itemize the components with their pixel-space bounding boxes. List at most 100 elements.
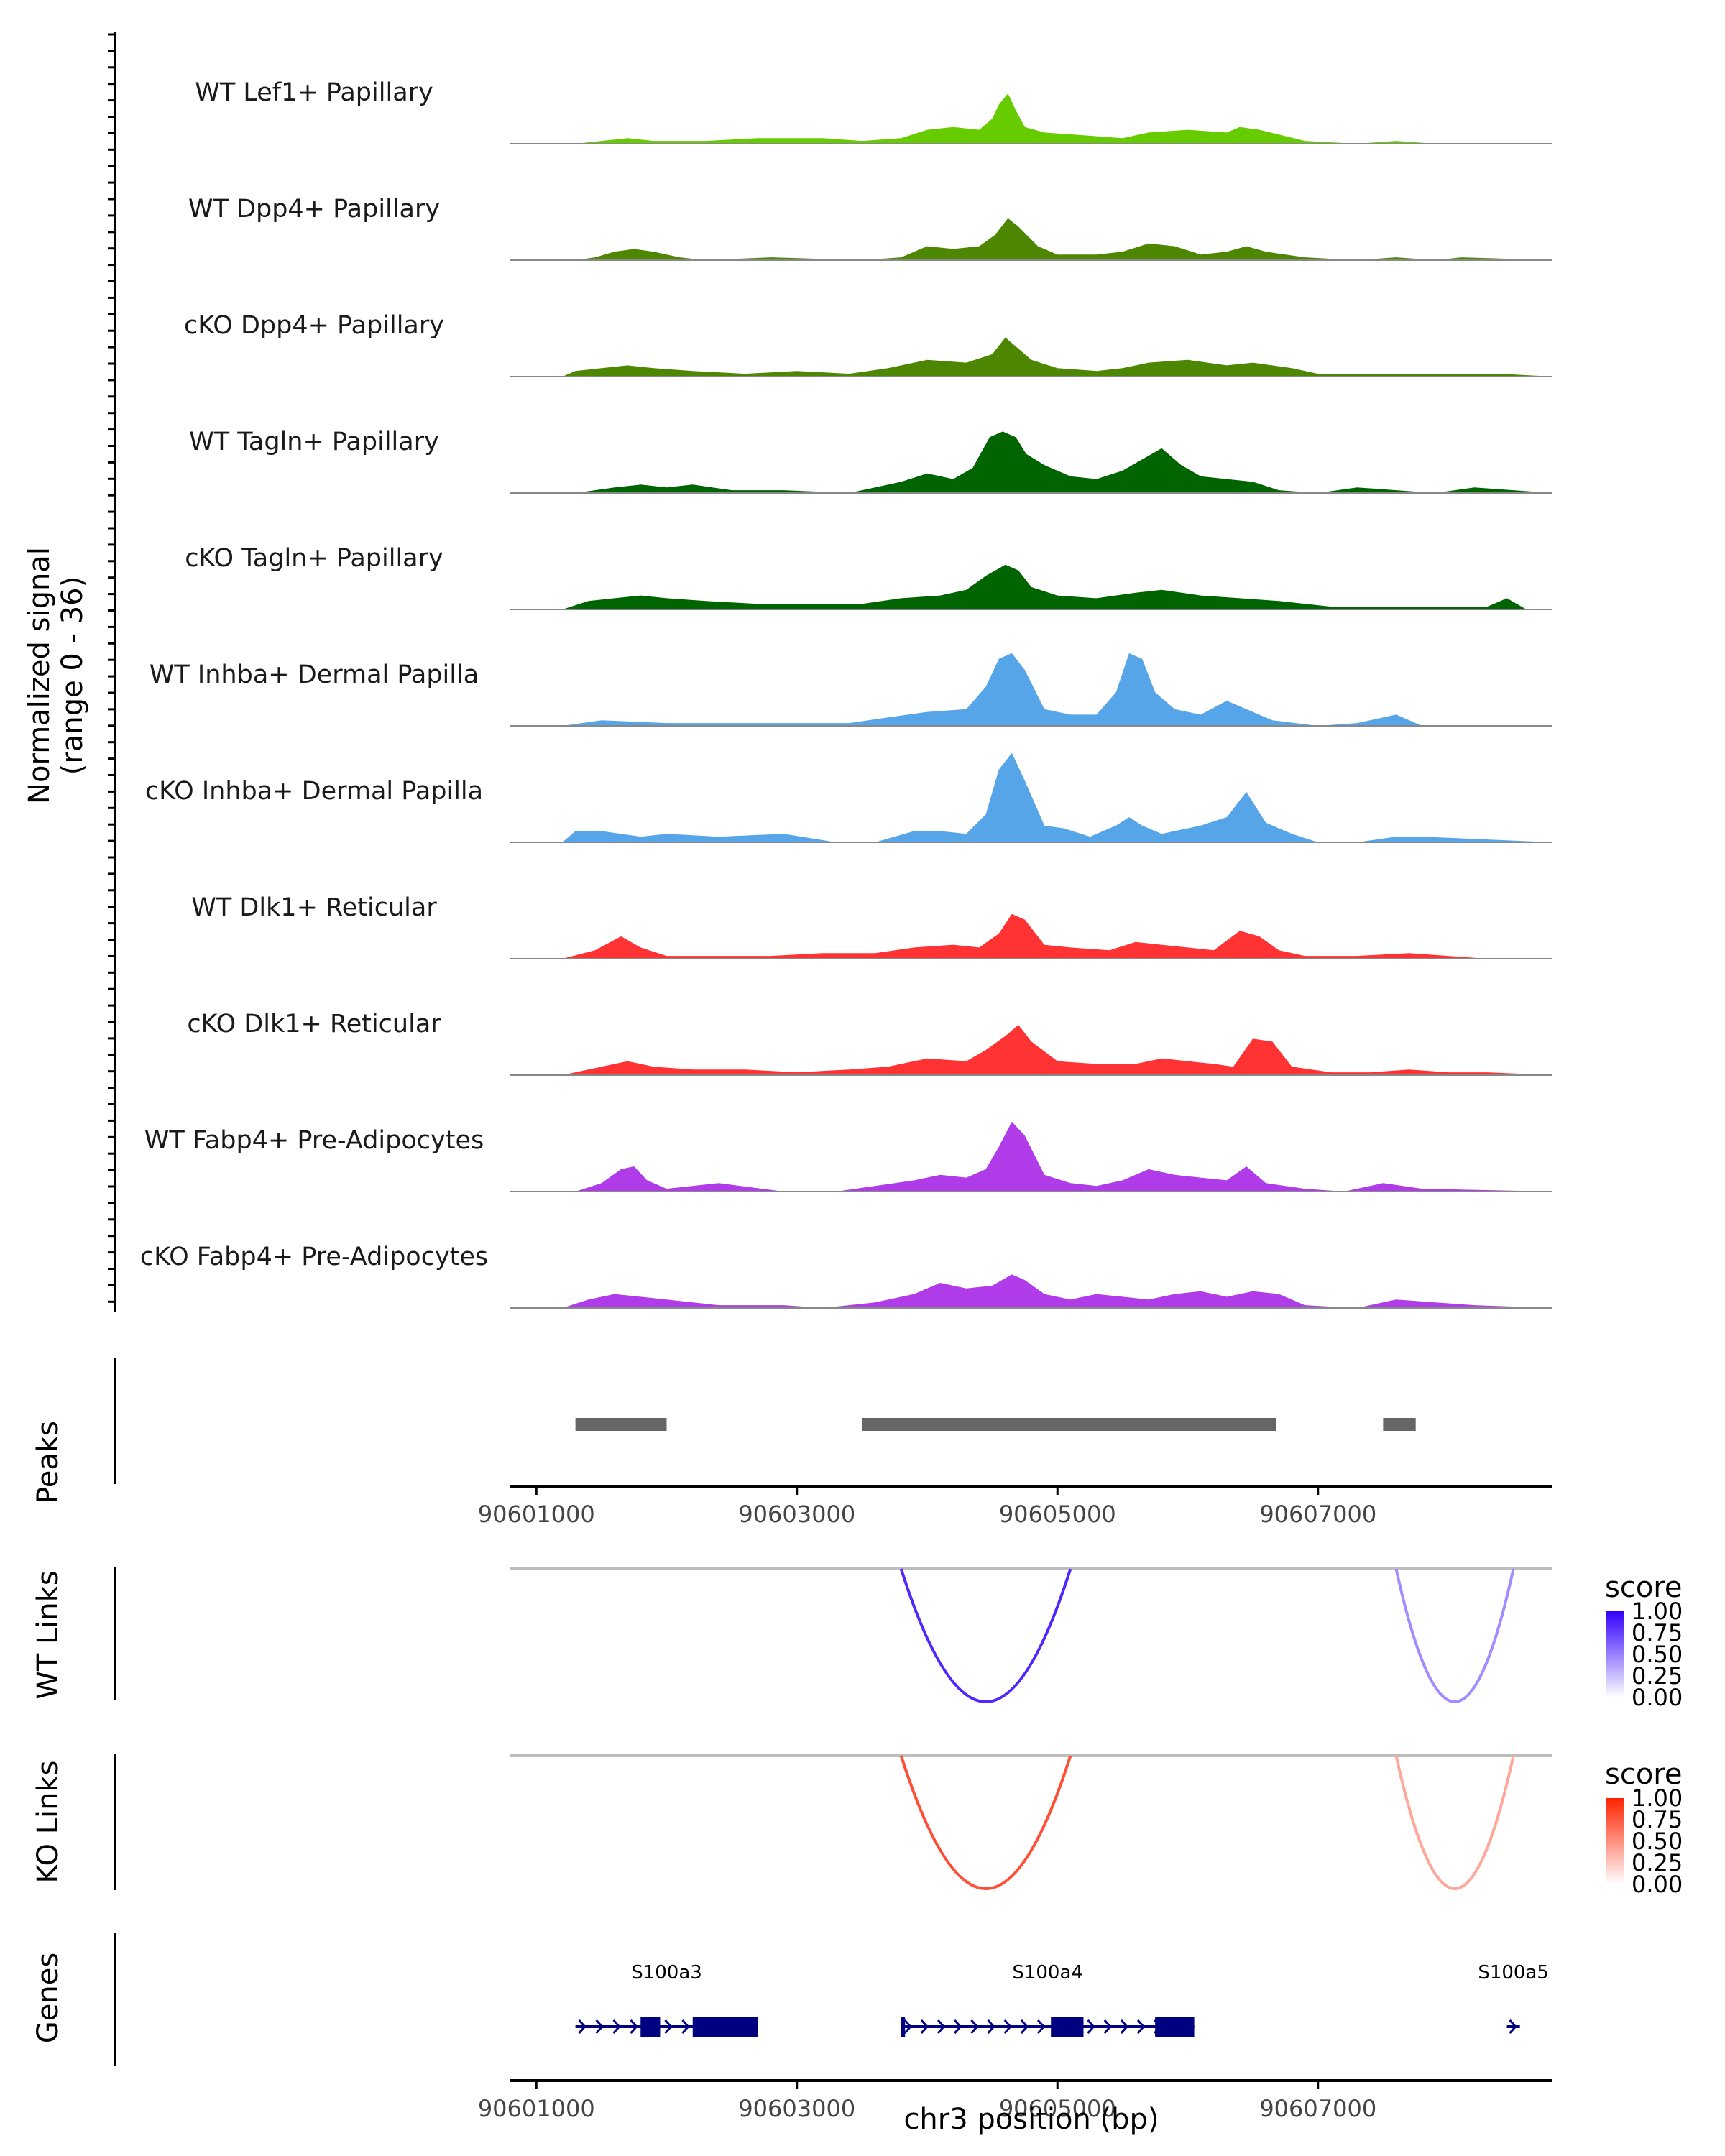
strand-chevron bbox=[920, 2019, 929, 2034]
coverage-track: cKO Fabp4+ Pre-Adipocytes bbox=[140, 1243, 1552, 1309]
coverage-area bbox=[510, 337, 1552, 377]
strand-chevron bbox=[612, 2019, 621, 2034]
legend-colorbar bbox=[1606, 1798, 1624, 1884]
legend-tick-label: 0.25 bbox=[1632, 1849, 1683, 1876]
x-tick-label: 90607000 bbox=[1259, 2095, 1376, 2122]
track-label: WT Dpp4+ Papillary bbox=[188, 195, 440, 224]
coverage-area bbox=[510, 1121, 1552, 1192]
x-tick-label: 90603000 bbox=[738, 2095, 855, 2122]
track-label: cKO Dlk1+ Reticular bbox=[187, 1010, 441, 1038]
coverage-area bbox=[510, 93, 1552, 144]
genes-label: Genes bbox=[32, 1953, 65, 2043]
strand-chevron bbox=[1136, 2019, 1146, 2034]
coverage-area bbox=[510, 564, 1552, 609]
gene-name: S100a4 bbox=[1012, 1962, 1083, 1984]
legend-tick-label: 0.00 bbox=[1632, 1684, 1683, 1711]
legend-tick-label: 0.75 bbox=[1632, 1806, 1683, 1833]
strand-chevron bbox=[1036, 2019, 1046, 2034]
x-tick-label: 90603000 bbox=[738, 1501, 855, 1528]
peak-bar bbox=[575, 1418, 667, 1431]
legend-tick-label: 0.50 bbox=[1632, 1828, 1683, 1855]
strand-chevron bbox=[578, 2019, 586, 2034]
x-axis-label: chr3 position (bp) bbox=[903, 2103, 1159, 2136]
genes-track: S100a3 S100a4 S100a5 bbox=[114, 1933, 1549, 2066]
link-arc bbox=[1394, 1755, 1515, 1890]
track-label: WT Lef1+ Papillary bbox=[195, 78, 433, 107]
strand-chevron bbox=[1103, 2019, 1112, 2034]
x-axis-middle: 90601000 90603000 90605000 90607000 bbox=[478, 1485, 1552, 1528]
legend-colorbar bbox=[1606, 1611, 1624, 1697]
track-label: WT Fabp4+ Pre-Adipocytes bbox=[144, 1126, 484, 1155]
gene-name: S100a3 bbox=[631, 1962, 702, 1984]
track-label: WT Dlk1+ Reticular bbox=[191, 893, 437, 922]
coverage-tracks: WT Lef1+ Papillary WT Dpp4+ Papillary cKO … bbox=[140, 78, 1552, 1309]
legend-tick-label: 0.50 bbox=[1632, 1641, 1683, 1668]
peaks-label: Peaks bbox=[32, 1421, 65, 1504]
legend-tick-label: 0.00 bbox=[1632, 1871, 1683, 1898]
x-tick-label: 90601000 bbox=[478, 1501, 595, 1528]
coverage-track: cKO Dlk1+ Reticular bbox=[187, 1010, 1552, 1076]
legend-tick-label: 0.75 bbox=[1632, 1619, 1683, 1646]
coverage-area bbox=[510, 653, 1552, 726]
gene-exon bbox=[640, 2017, 661, 2037]
coverage-area bbox=[510, 1025, 1552, 1075]
coverage-track: WT Dlk1+ Reticular bbox=[191, 893, 1552, 959]
strand-chevron bbox=[630, 2019, 638, 2034]
coverage-track: WT Tagln+ Papillary bbox=[189, 428, 1552, 494]
x-tick-label: 90601000 bbox=[478, 2095, 595, 2122]
x-tick-label: 90605000 bbox=[999, 2095, 1116, 2122]
gene-exon bbox=[1051, 2017, 1084, 2037]
track-label: cKO Dpp4+ Papillary bbox=[184, 311, 444, 340]
links-track-label: WT Links bbox=[32, 1570, 65, 1699]
link-arc bbox=[899, 1755, 1072, 1890]
coverage-track: cKO Inhba+ Dermal Papilla bbox=[145, 752, 1552, 843]
strand-chevron bbox=[970, 2019, 979, 2034]
links-track-label: KO Links bbox=[32, 1761, 65, 1884]
gene-exon bbox=[901, 2017, 906, 2037]
strand-chevron bbox=[1020, 2019, 1029, 2034]
strand-chevron bbox=[1120, 2019, 1128, 2034]
strand-chevron bbox=[954, 2019, 962, 2034]
track-label: cKO Inhba+ Dermal Papilla bbox=[145, 777, 483, 806]
legend-tick-label: 1.00 bbox=[1632, 1784, 1683, 1812]
gene-name: S100a5 bbox=[1478, 1962, 1549, 1984]
x-axis-bottom: 90601000 90603000 90605000 90607000 bbox=[478, 2079, 1552, 2122]
coverage-track: WT Inhba+ Dermal Papilla bbox=[150, 653, 1552, 727]
coverage-track: WT Dpp4+ Papillary bbox=[188, 195, 1552, 261]
track-label: WT Inhba+ Dermal Papilla bbox=[150, 660, 479, 689]
coverage-area bbox=[510, 913, 1552, 959]
strand-chevron bbox=[681, 2019, 690, 2034]
coverage-area bbox=[510, 431, 1552, 493]
coverage-area bbox=[510, 752, 1552, 842]
legend-tick-label: 1.00 bbox=[1632, 1598, 1683, 1625]
coverage-y-axis bbox=[108, 32, 116, 1312]
y-axis-range-label: (range 0 - 36) bbox=[56, 576, 89, 775]
gene-model: S100a4 bbox=[901, 1962, 1195, 2037]
strand-chevron bbox=[1509, 2019, 1517, 2034]
coverage-track: cKO Dpp4+ Papillary bbox=[184, 311, 1552, 377]
peaks-track bbox=[114, 1358, 1416, 1484]
strand-chevron bbox=[903, 2019, 912, 2034]
strand-chevron bbox=[1003, 2019, 1012, 2034]
gene-model: S100a5 bbox=[1478, 1962, 1549, 2034]
x-tick-label: 90605000 bbox=[999, 1501, 1116, 1528]
coverage-track: WT Lef1+ Papillary bbox=[195, 78, 1552, 144]
link-arc bbox=[899, 1568, 1072, 1703]
gene-exon bbox=[692, 2017, 758, 2037]
coverage-track: cKO Tagln+ Papillary bbox=[185, 544, 1552, 610]
strand-chevron bbox=[1087, 2019, 1095, 2034]
coverage-area bbox=[510, 218, 1552, 260]
link-arc bbox=[1394, 1568, 1515, 1703]
strand-chevron bbox=[937, 2019, 946, 2034]
strand-chevron bbox=[595, 2019, 604, 2034]
track-label: cKO Fabp4+ Pre-Adipocytes bbox=[140, 1243, 488, 1271]
strand-chevron bbox=[987, 2019, 995, 2034]
legend-title: score bbox=[1605, 1758, 1682, 1791]
coverage-area bbox=[510, 1274, 1552, 1308]
y-axis-label: Normalized signal bbox=[23, 547, 56, 804]
peak-bar bbox=[1383, 1418, 1416, 1431]
